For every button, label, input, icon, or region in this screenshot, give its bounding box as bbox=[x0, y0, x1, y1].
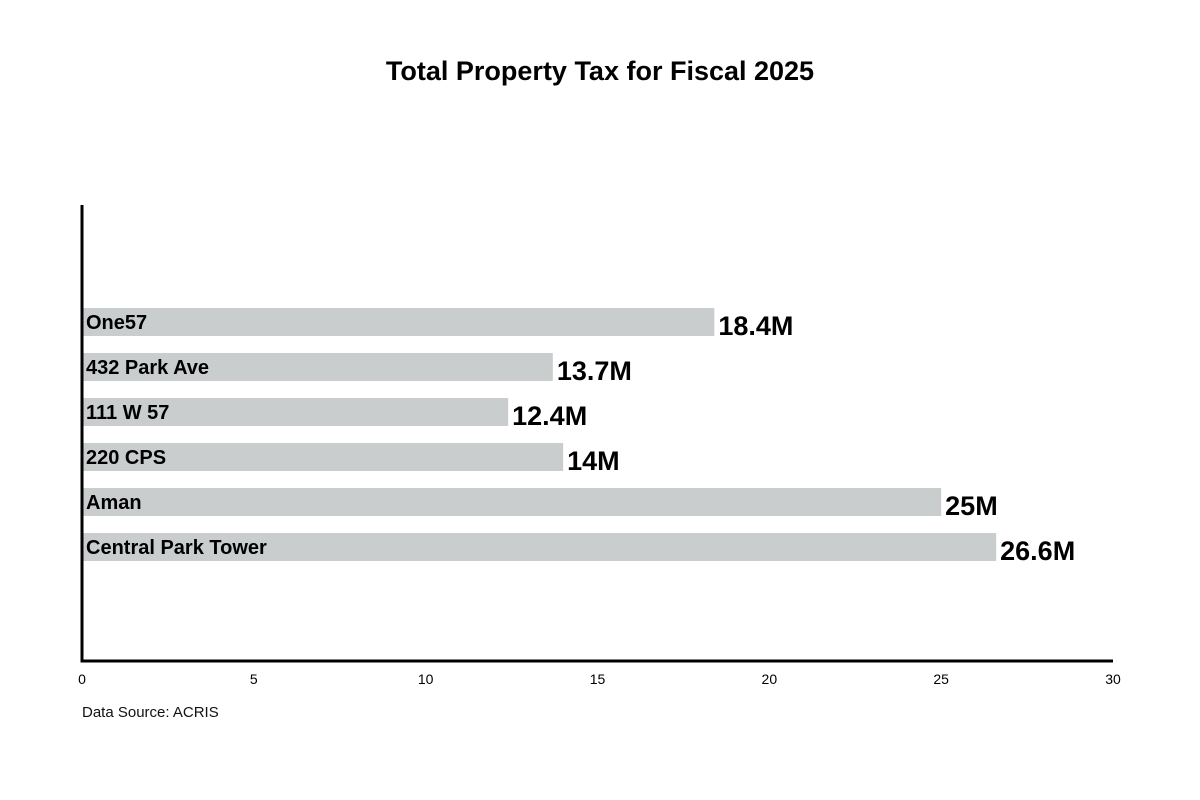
x-tick-label: 0 bbox=[78, 671, 86, 687]
data-label: 25M bbox=[945, 491, 998, 521]
x-tick-label: 15 bbox=[590, 671, 606, 687]
category-label: Aman bbox=[86, 492, 142, 514]
category-label: 432 Park Ave bbox=[86, 357, 209, 379]
data-label: 12.4M bbox=[512, 401, 587, 431]
category-label: 220 CPS bbox=[86, 447, 166, 469]
bar bbox=[82, 353, 553, 381]
data-label: 26.6M bbox=[1000, 536, 1075, 566]
bar bbox=[82, 488, 942, 516]
x-tick-label: 5 bbox=[250, 671, 258, 687]
chart-title: Total Property Tax for Fiscal 2025 bbox=[385, 56, 815, 86]
category-label: One57 bbox=[86, 312, 147, 334]
data-label: 14M bbox=[567, 446, 620, 476]
data-label: 18.4M bbox=[718, 311, 793, 341]
x-tick-label: 30 bbox=[1105, 671, 1121, 687]
category-label: Central Park Tower bbox=[86, 537, 267, 559]
bar bbox=[82, 308, 715, 336]
x-tick-label: 25 bbox=[933, 671, 949, 687]
x-tick-label: 10 bbox=[418, 671, 434, 687]
data-source-note: Data Source: ACRIS bbox=[82, 704, 219, 721]
bar bbox=[82, 398, 509, 426]
bar bbox=[82, 533, 997, 561]
category-label: 111 W 57 bbox=[86, 402, 169, 424]
x-tick-label: 20 bbox=[762, 671, 778, 687]
bar bbox=[82, 443, 564, 471]
data-label: 13.7M bbox=[557, 356, 632, 386]
